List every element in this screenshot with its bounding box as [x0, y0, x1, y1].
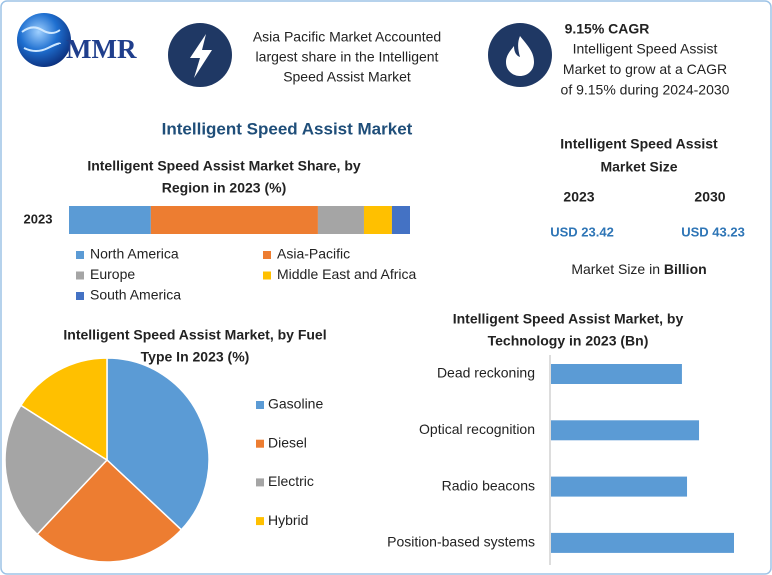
lightning-icon	[190, 34, 212, 78]
highlight-title: 9.15% CAGR	[565, 21, 650, 37]
bar-segment	[69, 206, 151, 234]
bar	[551, 420, 700, 441]
legend-label: Middle East and Africa	[277, 266, 417, 282]
bar	[551, 476, 688, 497]
chart-title: Intelligent Speed Assist Market Share, b…	[87, 158, 361, 174]
main-title: Intelligent Speed Assist Market	[162, 119, 413, 138]
legend-swatch	[256, 401, 264, 409]
chart-title: Intelligent Speed Assist Market, by Fuel	[63, 327, 326, 343]
highlight-text: Market to grow at a CAGR	[563, 61, 727, 77]
pie-slice	[4, 404, 109, 536]
pie-slice	[36, 458, 183, 563]
bar-segment	[317, 206, 364, 234]
legend-label: North America	[90, 246, 179, 262]
legend-swatch	[256, 478, 264, 487]
legend-label: South America	[90, 287, 181, 303]
chart-title: Technology in 2023 (Bn)	[488, 333, 649, 349]
highlight-text: Intelligent Speed Assist	[573, 41, 718, 57]
category-label: 2023	[24, 211, 53, 226]
chart-title: Intelligent Speed Assist Market, by	[453, 311, 684, 327]
chart-title: Region in 2023 (%)	[162, 180, 286, 196]
note-text: Market Size in	[571, 261, 664, 277]
bar-segment	[363, 206, 392, 234]
legend-swatch	[256, 517, 264, 526]
legend-label: Gasoline	[268, 396, 323, 412]
highlight-text: largest share in the Intelligent	[256, 49, 439, 65]
flame-icon	[506, 36, 534, 76]
category-label: Optical recognition	[419, 421, 535, 437]
market-size-year: 2030	[694, 189, 725, 205]
market-size-year: 2023	[563, 189, 594, 205]
highlight-text: Asia Pacific Market Accounted	[253, 29, 441, 45]
bar	[551, 364, 682, 384]
legend-swatch	[76, 251, 84, 259]
logo-text: MMR	[66, 34, 137, 64]
legend-label: Electric	[268, 473, 314, 489]
market-size-title: Intelligent Speed Assist	[560, 136, 718, 152]
bar-segment	[150, 206, 318, 234]
highlight-text: Speed Assist Market	[283, 69, 411, 85]
logo-globe	[17, 13, 71, 67]
pie-slice	[106, 357, 210, 531]
market-size-title: Market Size	[600, 159, 677, 175]
market-size-value: USD 23.42	[550, 224, 614, 239]
highlight-text: of 9.15% during 2024-2030	[561, 82, 730, 98]
legend-swatch	[263, 271, 271, 280]
legend-swatch	[76, 271, 84, 280]
note-unit: Billion	[664, 261, 707, 277]
legend-swatch	[263, 251, 271, 259]
market-size-note: Market Size in Billion	[571, 261, 706, 277]
market-size-value: USD 43.23	[681, 224, 745, 239]
legend-label: Diesel	[268, 434, 307, 450]
category-label: Dead reckoning	[437, 365, 535, 381]
legend-label: Europe	[90, 266, 135, 282]
pie-slice	[19, 357, 108, 462]
chart-title: Type In 2023 (%)	[141, 349, 250, 365]
legend-label: Hybrid	[268, 512, 308, 528]
bar	[551, 532, 734, 553]
category-label: Radio beacons	[442, 477, 535, 493]
legend-swatch	[256, 439, 264, 448]
legend-label: Asia-Pacific	[277, 246, 350, 262]
category-label: Position-based systems	[387, 534, 535, 550]
logo-lines	[21, 26, 61, 52]
bar-segment	[391, 206, 410, 234]
legend-swatch	[76, 292, 84, 300]
